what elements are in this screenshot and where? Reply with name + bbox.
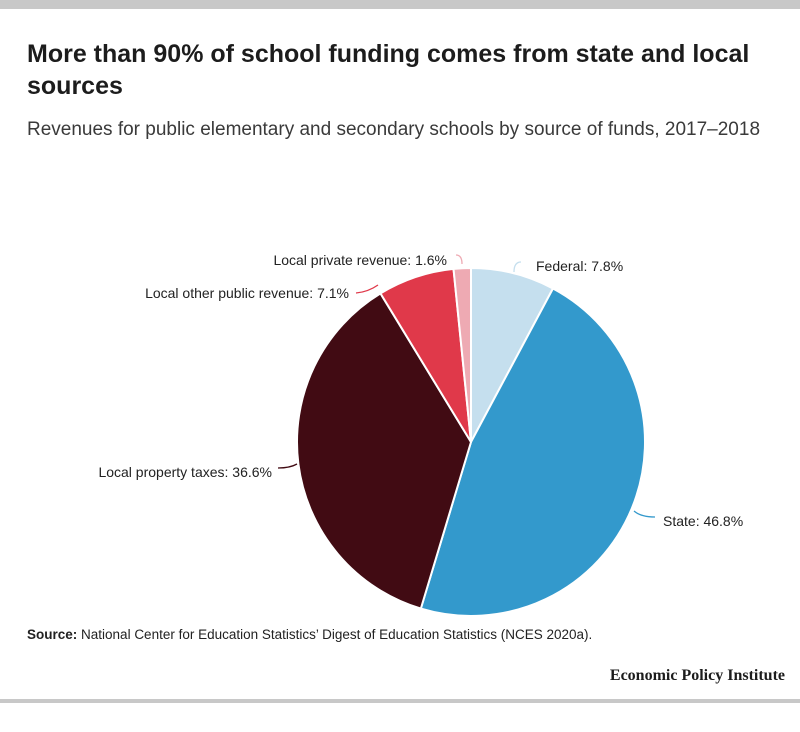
leader-line-local-property-taxes — [277, 463, 298, 469]
chart-subtitle: Revenues for public elementary and secon… — [27, 119, 761, 140]
source-text: National Center for Education Statistics… — [81, 627, 593, 642]
slice-label-federal: Federal: 7.8% — [536, 258, 623, 274]
top-border — [0, 0, 800, 9]
bottom-border — [0, 699, 800, 703]
brand-logo: Economic Policy Institute — [609, 667, 785, 684]
source-label: Source: — [27, 627, 78, 642]
pie-chart: Federal: 7.8% State: 46.8% Local property … — [98, 252, 743, 617]
slice-label-state: State: 46.8% — [663, 513, 743, 529]
source-note: Source: National Center for Education St… — [27, 627, 592, 642]
slice-label-local-property-taxes: Local property taxes: 36.6% — [98, 464, 272, 480]
slice-label-local-other-public-revenue: Local other public revenue: 7.1% — [145, 285, 349, 301]
pie-slice-local-private-revenue — [452, 267, 472, 443]
chart-title: More than 90% of school funding comes fr… — [27, 40, 750, 100]
leader-line-local-private-revenue — [455, 254, 463, 265]
slice-label-local-private-revenue: Local private revenue: 1.6% — [273, 252, 447, 268]
pie-slice-state — [419, 287, 646, 617]
leader-line-state — [633, 510, 656, 518]
leader-line-local-other-public-revenue — [355, 284, 379, 294]
leader-line-federal — [513, 261, 522, 273]
